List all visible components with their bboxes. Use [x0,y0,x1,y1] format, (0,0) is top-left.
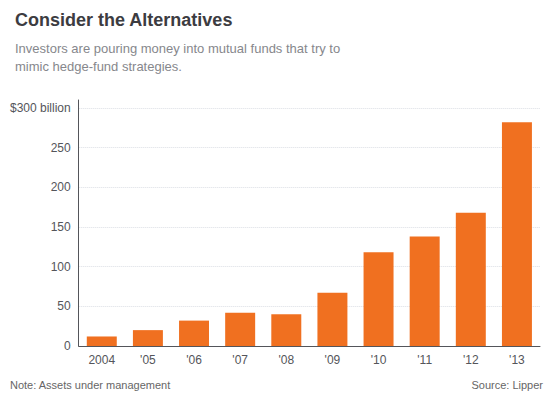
svg-text:'08: '08 [278,353,294,367]
svg-text:$300 billion: $300 billion [10,101,71,115]
svg-text:Note: Assets under management: Note: Assets under management [10,379,170,391]
svg-text:2004: 2004 [88,353,115,367]
svg-text:200: 200 [51,180,71,194]
svg-text:'07: '07 [232,353,248,367]
svg-text:0: 0 [64,339,71,353]
svg-text:'09: '09 [325,353,341,367]
svg-text:'10: '10 [371,353,387,367]
svg-text:100: 100 [51,260,71,274]
svg-text:'11: '11 [417,353,432,367]
svg-text:'05: '05 [140,353,156,367]
svg-text:'13: '13 [509,353,525,367]
svg-text:Investors are pouring money in: Investors are pouring money into mutual … [15,41,340,56]
svg-text:mimic hedge-fund strategies.: mimic hedge-fund strategies. [15,59,182,74]
svg-text:150: 150 [51,220,71,234]
svg-text:50: 50 [57,299,71,313]
svg-text:'06: '06 [186,353,202,367]
svg-text:Source: Lipper: Source: Lipper [471,379,543,391]
svg-text:250: 250 [51,141,71,155]
svg-text:'12: '12 [463,353,479,367]
svg-text:Consider the Alternatives: Consider the Alternatives [15,10,232,30]
